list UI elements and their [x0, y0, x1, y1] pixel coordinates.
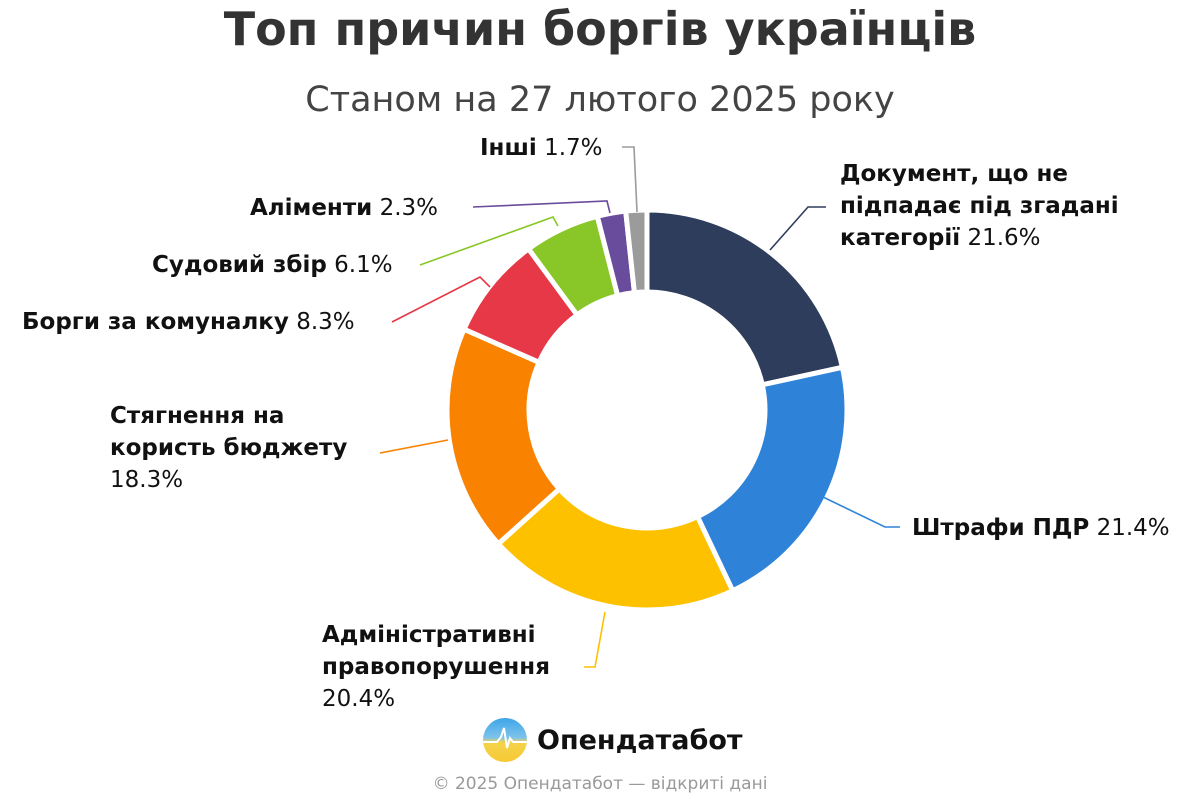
label-other: Інші 1.7% [480, 135, 603, 161]
label-traffic-fines: Штрафи ПДР 21.4% [912, 515, 1170, 541]
leader-line-5 [419, 216, 559, 266]
slice-0 [644, 207, 845, 388]
chart-subtitle: Станом на 27 лютого 2025 року [305, 80, 895, 120]
slice-2 [495, 486, 736, 613]
leader-line-6 [472, 200, 611, 214]
leader-line-1 [822, 496, 900, 528]
brand-name: Опендатабот [537, 724, 743, 756]
leader-line-7 [622, 146, 638, 213]
slice-3 [444, 326, 562, 547]
slice-7 [623, 207, 650, 296]
label-admin-offenses: Адміністративні правопорушення 20.4% [322, 622, 550, 712]
label-documents: Документ, що не підпадає під згадані кат… [840, 161, 1119, 251]
leader-line-0 [769, 206, 826, 251]
leader-line-2 [584, 611, 606, 668]
chart-title: Топ причин боргів українців [223, 2, 977, 56]
brand-logo: Опендатабот [483, 718, 743, 762]
leader-line-4 [391, 276, 491, 323]
label-utilities: Борги за комуналку 8.3% [22, 309, 355, 335]
label-alimony: Аліменти 2.3% [250, 195, 439, 221]
label-court-fee: Судовий збір 6.1% [152, 252, 393, 278]
leader-line-3 [379, 439, 449, 454]
footer-copyright: © 2025 Опендатабот — відкриті дані [432, 774, 768, 794]
label-budget-collection: Стягнення на користь бюджету 18.3% [110, 403, 348, 493]
slice-1 [695, 364, 850, 594]
logo-icon [483, 718, 527, 762]
